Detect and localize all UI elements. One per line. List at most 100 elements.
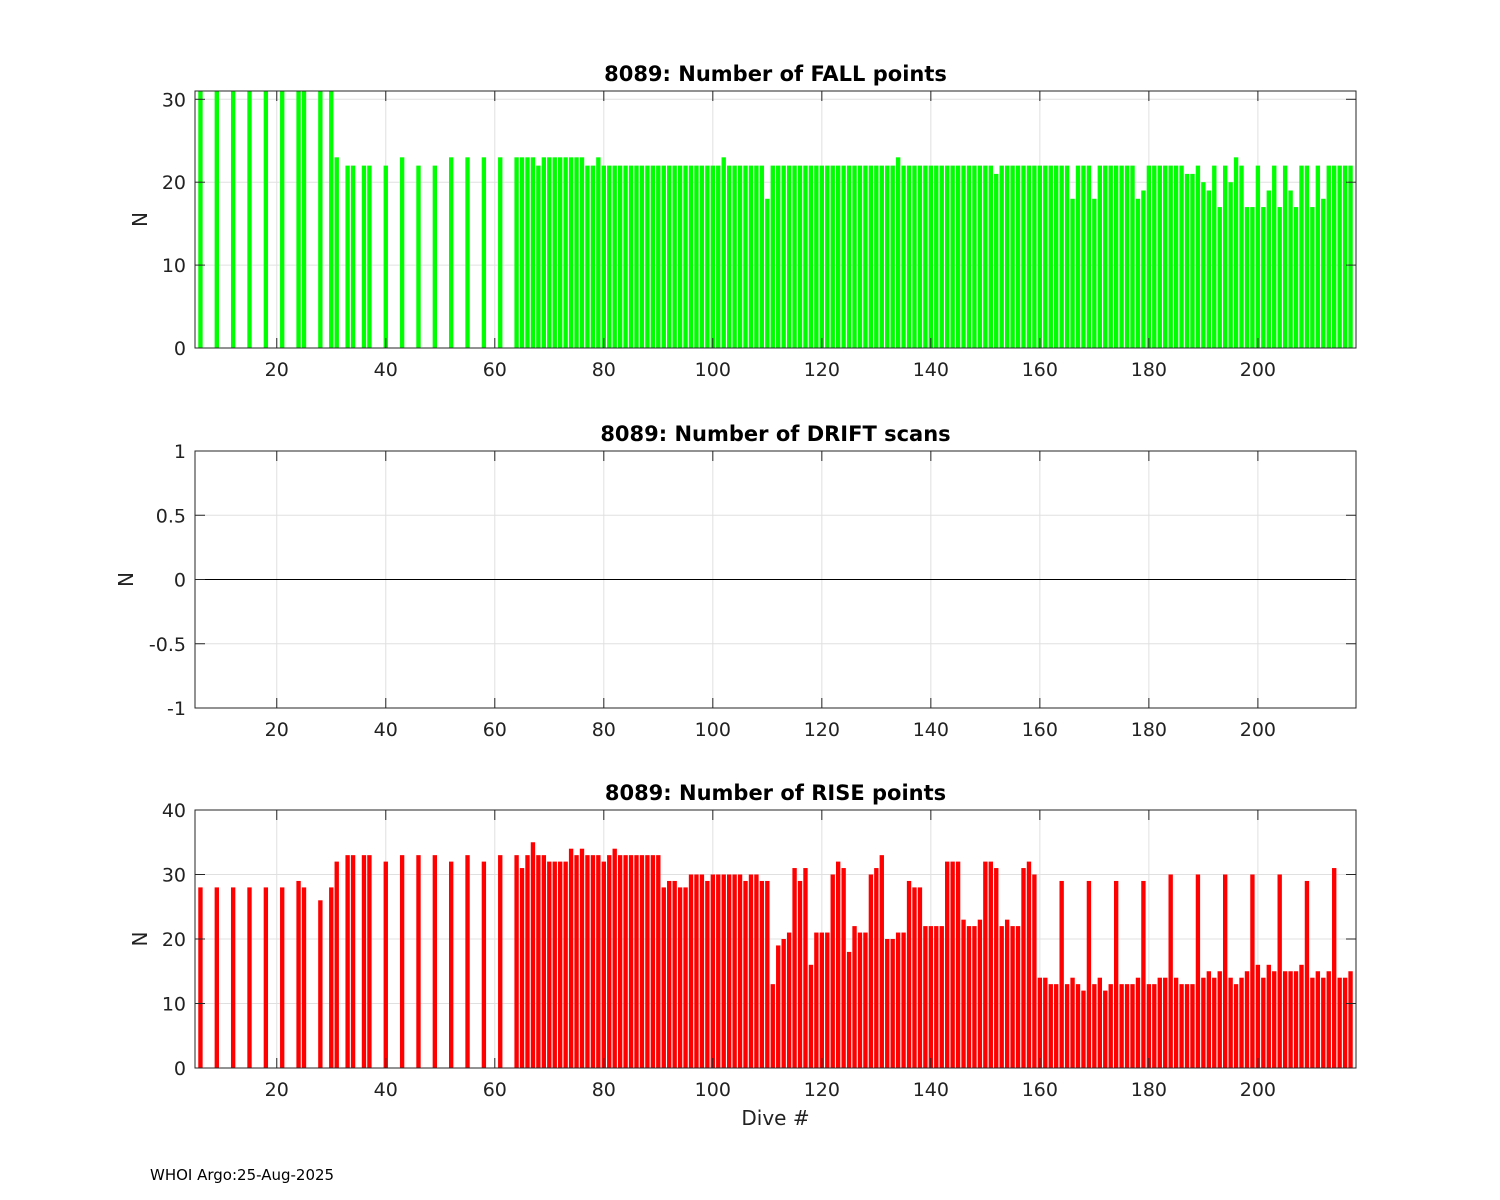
x-tick-label: 80 <box>592 359 616 381</box>
bar <box>1037 165 1043 348</box>
bar <box>617 165 623 348</box>
y-tick-label: 40 <box>162 800 186 822</box>
bar <box>759 165 765 348</box>
bar <box>683 165 688 348</box>
bar <box>748 874 754 1068</box>
bar <box>819 932 825 1068</box>
bar <box>1288 190 1293 348</box>
bar <box>705 165 710 348</box>
bar <box>743 165 748 348</box>
bar <box>895 932 901 1068</box>
x-tick-label: 100 <box>695 1079 731 1101</box>
bar <box>1092 984 1097 1068</box>
bar <box>770 165 775 348</box>
bar <box>972 926 977 1068</box>
x-tick-label: 140 <box>913 359 949 381</box>
x-tick-label: 200 <box>1240 359 1276 381</box>
bar <box>1342 977 1348 1068</box>
bar <box>879 855 884 1068</box>
bar <box>688 874 694 1068</box>
bar <box>836 861 841 1068</box>
bar <box>416 165 421 348</box>
bar <box>1004 165 1010 348</box>
bar <box>574 157 579 348</box>
bar <box>481 157 487 348</box>
bar <box>1043 977 1048 1068</box>
bar <box>683 887 688 1068</box>
x-tick-label: 80 <box>592 1079 616 1101</box>
x-tick-label: 180 <box>1131 359 1167 381</box>
y-axis-label: N <box>114 572 138 587</box>
x-tick-label: 140 <box>913 719 949 741</box>
bar <box>1244 207 1250 348</box>
bar <box>247 91 252 348</box>
bar <box>530 842 536 1068</box>
bar <box>345 855 350 1068</box>
bar <box>781 939 786 1068</box>
y-tick-label: 10 <box>162 994 186 1016</box>
bar <box>716 165 721 348</box>
bar <box>1026 861 1032 1068</box>
bar <box>1217 971 1222 1068</box>
bar <box>1064 165 1070 348</box>
bar <box>1086 165 1092 348</box>
bar <box>296 880 301 1068</box>
bar <box>1152 165 1157 348</box>
bar <box>1179 984 1184 1068</box>
bar <box>416 855 421 1068</box>
x-tick-label: 160 <box>1022 719 1058 741</box>
bar <box>1059 165 1064 348</box>
bar <box>449 157 454 348</box>
bar <box>1239 977 1244 1068</box>
bar <box>1173 165 1179 348</box>
bar <box>934 165 939 348</box>
bar <box>1233 984 1239 1068</box>
bar <box>590 855 596 1068</box>
bar <box>776 165 781 348</box>
bar <box>814 932 819 1068</box>
bar <box>868 874 874 1068</box>
bar <box>710 874 715 1068</box>
bar <box>552 861 557 1068</box>
bar <box>296 91 301 348</box>
bar <box>1070 198 1075 348</box>
x-tick-label: 180 <box>1131 1079 1167 1101</box>
bar <box>1277 874 1282 1068</box>
bar <box>901 932 906 1068</box>
bar <box>972 165 977 348</box>
bar <box>579 848 585 1068</box>
bar <box>383 165 388 348</box>
bar <box>1266 964 1271 1068</box>
bar <box>966 165 972 348</box>
y-tick-label: 30 <box>162 89 186 111</box>
bar <box>868 165 874 348</box>
bar <box>301 887 307 1068</box>
bar <box>966 926 972 1068</box>
bar <box>1195 165 1201 348</box>
bar <box>230 887 236 1068</box>
bar <box>955 165 961 348</box>
bar <box>983 861 988 1068</box>
bar <box>786 932 792 1068</box>
x-tick-label: 40 <box>374 359 398 381</box>
bar <box>895 157 901 348</box>
bar <box>1261 977 1266 1068</box>
bar <box>863 165 868 348</box>
bar <box>1054 984 1059 1068</box>
bar <box>797 880 803 1068</box>
chart-title: 8089: Number of FALL points <box>604 62 947 86</box>
bar <box>1086 880 1092 1068</box>
bar <box>481 861 487 1068</box>
bar <box>923 926 928 1068</box>
bar <box>803 165 808 348</box>
bar <box>928 165 934 348</box>
bar <box>1201 977 1206 1068</box>
bar <box>525 855 530 1068</box>
bar <box>1146 984 1152 1068</box>
bar <box>1179 165 1184 348</box>
bar <box>1250 207 1255 348</box>
bar <box>574 855 579 1068</box>
bar <box>1337 977 1342 1068</box>
y-tick-label: 0 <box>174 1058 186 1080</box>
